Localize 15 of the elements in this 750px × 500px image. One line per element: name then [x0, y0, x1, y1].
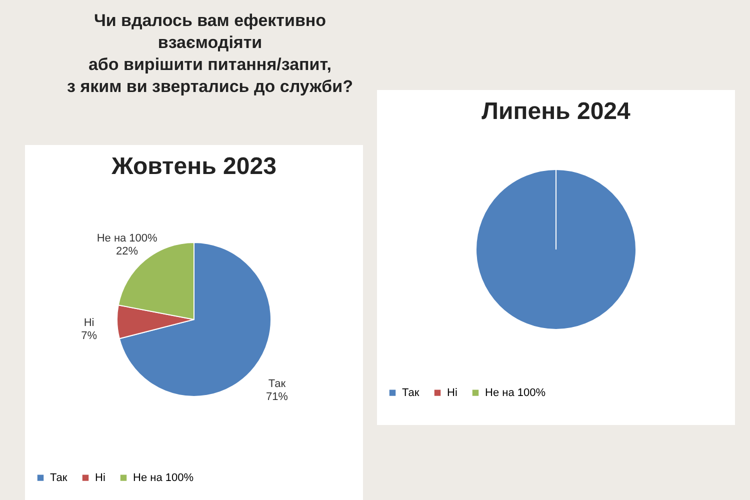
legend-label: Так	[402, 386, 420, 399]
chart-title: Липень 2024	[482, 98, 632, 125]
legend-label: Не на 100%	[485, 386, 546, 399]
slice-label: Ні	[84, 316, 94, 329]
data-label: 7%	[81, 330, 98, 342]
chart-title: Жовтень 2023	[110, 153, 276, 180]
data-label: 71%	[266, 390, 288, 403]
text: Чи вдалось вам ефективно взаємодіяти або вирішити питання/запит, з яким ви звертались до служби?	[66, 10, 354, 98]
slice-label: Так	[268, 378, 286, 390]
legend-label: Ні	[447, 386, 458, 399]
slice-label: Не на 100%	[96, 232, 158, 245]
legend-label: Ні	[95, 472, 106, 484]
legend-label: Не на 100%	[133, 472, 194, 484]
legend-label: Так	[50, 472, 68, 484]
data-label: 22%	[116, 246, 138, 258]
